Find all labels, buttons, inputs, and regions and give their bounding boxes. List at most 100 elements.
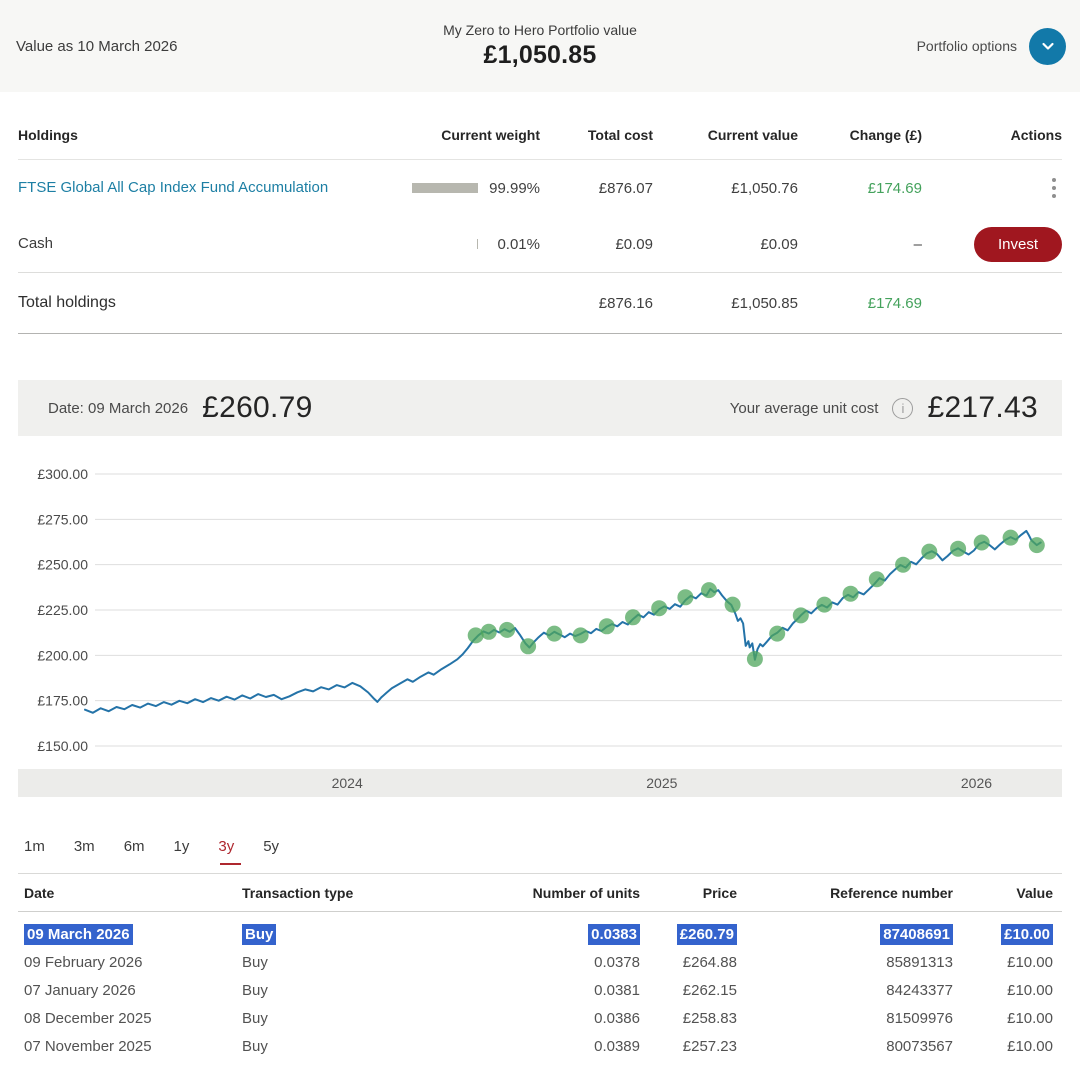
col-current-value: Current value <box>707 126 798 143</box>
x-axis-tick-label: 2026 <box>961 775 992 791</box>
info-icon[interactable]: i <box>892 397 914 419</box>
portfolio-total-value: £1,050.85 <box>483 41 597 69</box>
col-date: Date <box>24 884 55 901</box>
buy-marker-dot[interactable] <box>677 589 694 606</box>
tx-value: £10.00 <box>1007 981 1053 999</box>
tx-date: 09 February 2026 <box>24 953 143 971</box>
tx-reference: 80073567 <box>886 1037 953 1055</box>
tx-reference: 87408691 <box>737 923 953 945</box>
tx-date: 09 March 2026 <box>18 923 242 945</box>
avg-unit-cost-label: Your average unit cost <box>729 399 879 417</box>
total-holdings-label: Total holdings <box>18 294 116 311</box>
y-axis-tick-label: £250.00 <box>37 557 88 573</box>
tx-type: Buy <box>242 981 268 999</box>
chevron-down-icon <box>1039 37 1057 55</box>
portfolio-options-button[interactable] <box>1029 27 1066 65</box>
range-tab-6m[interactable]: 6m <box>124 832 145 873</box>
cash-label: Cash <box>18 235 54 252</box>
weight-bar <box>477 239 478 249</box>
buy-marker-dot[interactable] <box>895 556 912 573</box>
tx-type: Buy <box>242 953 268 971</box>
col-total-cost: Total cost <box>587 126 653 143</box>
total-cost-value: £876.16 <box>598 294 653 312</box>
range-tab-1m[interactable]: 1m <box>24 832 45 873</box>
buy-marker-dot[interactable] <box>651 600 668 617</box>
price-line-series <box>84 529 1042 714</box>
y-axis-tick-label: £200.00 <box>37 647 88 663</box>
tx-units: 0.0378 <box>594 953 640 971</box>
tx-value: £10.00 <box>1007 1009 1053 1027</box>
col-actions: Actions <box>1010 126 1062 143</box>
buy-marker-dot[interactable] <box>499 621 516 638</box>
transaction-row[interactable]: 07 January 2026 Buy 0.0381 £262.15 84243377 £… <box>18 976 1062 1004</box>
col-change: Change (£) <box>849 126 922 143</box>
buy-marker-dot[interactable] <box>546 625 563 642</box>
buy-marker-dot[interactable] <box>842 585 859 602</box>
buy-marker-dot[interactable] <box>769 625 786 642</box>
buy-marker-dot[interactable] <box>572 627 589 644</box>
change-cell: £174.69 <box>867 179 922 197</box>
total-holdings-row: Total holdings £876.16 £1,050.85 £174.69 <box>18 272 1062 334</box>
buy-marker-dot[interactable] <box>467 627 484 644</box>
tx-reference: 85891313 <box>886 953 953 971</box>
buy-marker-dot[interactable] <box>701 582 717 599</box>
buy-marker-dot[interactable] <box>520 638 537 655</box>
tx-price: £257.23 <box>682 1037 737 1055</box>
col-transaction-type: Transaction type <box>242 884 354 901</box>
holdings-row: Cash 0.01% £0.09 £0.09 – Invest <box>18 216 1062 272</box>
transaction-row-selected[interactable]: 09 March 2026 Buy 0.0383 £260.79 87408691 £10… <box>18 920 1062 948</box>
range-tab-5y[interactable]: 5y <box>263 832 279 873</box>
tx-price: £262.15 <box>682 981 737 999</box>
buy-marker-dot[interactable] <box>792 607 809 624</box>
fund-link[interactable]: FTSE Global All Cap Index Fund Accumulat… <box>18 179 329 196</box>
buy-marker-dot[interactable] <box>724 596 741 613</box>
transaction-row[interactable]: 07 November 2025 Buy 0.0389 £257.23 80073567… <box>18 1032 1062 1060</box>
transaction-row[interactable]: 09 February 2026 Buy 0.0378 £264.88 85891313… <box>18 948 1062 976</box>
buy-marker-dot[interactable] <box>973 534 990 551</box>
buy-marker-dot[interactable] <box>1028 537 1045 554</box>
avg-unit-cost-value: £217.43 <box>927 391 1038 424</box>
buy-marker-dot[interactable] <box>816 596 833 613</box>
total-change-value: £174.69 <box>867 294 922 312</box>
buy-marker-dot[interactable] <box>598 618 615 635</box>
y-axis-tick-label: £225.00 <box>37 602 88 618</box>
y-axis-tick-label: £150.00 <box>37 738 88 754</box>
line-chart-canvas[interactable]: £300.00 £275.00 £250.00 £225.00 £200.00 £175.… <box>18 446 1062 802</box>
tx-units: 0.0389 <box>594 1037 640 1055</box>
range-tab-3y[interactable]: 3y <box>218 832 242 873</box>
tx-date: 07 November 2025 <box>24 1037 152 1055</box>
tx-price: £264.88 <box>682 953 737 971</box>
tx-units: 0.0383 <box>428 923 640 945</box>
buy-marker-dot[interactable] <box>868 571 885 588</box>
change-cell: – <box>913 235 922 253</box>
tx-value: £10.00 <box>1007 1037 1053 1055</box>
portfolio-name-label: My Zero to Hero Portfolio value <box>443 22 637 38</box>
transactions-header-row: Date Transaction type Number of units Pr… <box>18 874 1062 912</box>
x-axis-tick-label: 2024 <box>332 775 363 791</box>
price-history-chart[interactable]: £300.00 £275.00 £250.00 £225.00 £200.00 £175.… <box>18 446 1062 802</box>
weight-percent: 99.99% <box>489 179 540 197</box>
invest-button[interactable]: Invest <box>973 226 1062 262</box>
buy-marker-dot[interactable] <box>950 540 967 557</box>
buy-marker-dot[interactable] <box>480 623 497 640</box>
tx-date: 07 January 2026 <box>24 981 136 999</box>
chart-date-price: £260.79 <box>202 391 313 424</box>
time-range-tabs: 1m 3m 6m 1y 3y 5y <box>18 832 1062 874</box>
buy-marker-dot[interactable] <box>746 651 763 667</box>
total-cost-cell: £876.07 <box>598 179 653 197</box>
row-actions-kebab-icon[interactable] <box>1046 174 1062 202</box>
col-current-weight: Current weight <box>441 126 540 143</box>
buy-marker-dot[interactable] <box>1002 529 1019 546</box>
buy-marker-dot[interactable] <box>625 609 641 626</box>
tx-units: 0.0381 <box>594 981 640 999</box>
range-tab-3m[interactable]: 3m <box>74 832 95 873</box>
total-current-value: £1,050.85 <box>731 294 798 312</box>
tx-value: £10.00 <box>953 923 1053 945</box>
value-as-of-date: Value as 10 March 2026 <box>16 37 178 55</box>
tx-price: £258.83 <box>682 1009 737 1027</box>
transaction-row[interactable]: 08 December 2025 Buy 0.0386 £258.83 81509976… <box>18 1004 1062 1032</box>
chart-date-label: Date: 09 March 2026 <box>48 399 189 417</box>
range-tab-1y[interactable]: 1y <box>174 832 190 873</box>
buy-marker-dot[interactable] <box>921 543 938 560</box>
tx-value: £10.00 <box>1007 953 1053 971</box>
